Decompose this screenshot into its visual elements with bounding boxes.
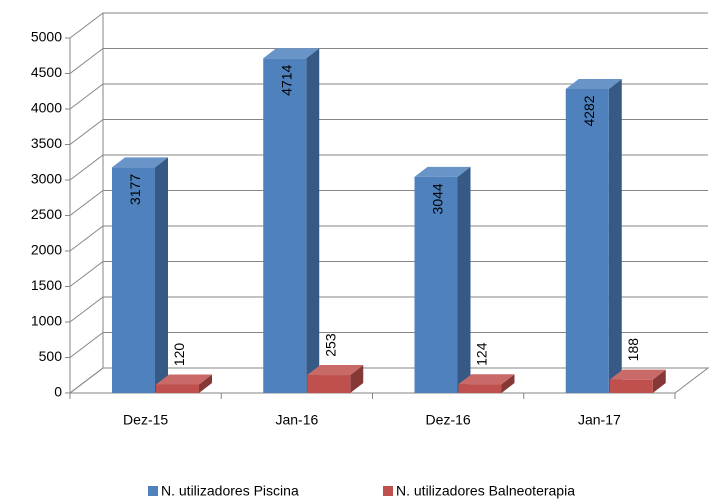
legend-label: N. utilizadores Piscina: [161, 483, 299, 499]
y-tick-label: 5000: [31, 29, 62, 45]
bar-top: [263, 48, 320, 59]
grid-line: [69, 190, 708, 216]
legend-swatch: [148, 486, 158, 496]
bar-front: [112, 167, 155, 393]
bar-side: [652, 369, 666, 393]
bar-top: [307, 365, 364, 376]
bar: [307, 365, 364, 393]
bar-top: [112, 157, 168, 168]
grid-line: [69, 261, 708, 287]
bar-side: [457, 166, 471, 393]
grid-line: [69, 296, 708, 323]
data-label: 253: [322, 333, 338, 357]
y-tick-label: 2500: [31, 206, 62, 222]
data-label: 4282: [581, 95, 597, 126]
bar: [609, 369, 666, 393]
x-tick-label: Dez-15: [123, 412, 168, 428]
bar-front: [263, 58, 307, 393]
bar: [263, 48, 320, 393]
bar-side: [199, 374, 212, 393]
y-tick-label: 500: [39, 348, 63, 364]
y-tick-label: 4000: [31, 100, 62, 116]
x-tick-label: Jan-16: [275, 412, 318, 428]
y-tick-label: 3000: [31, 171, 62, 187]
y-tick-label: 1000: [31, 313, 62, 329]
bar-front: [565, 88, 609, 393]
grid-line: [69, 154, 708, 181]
grid-line: [69, 225, 708, 252]
grid-line: [69, 332, 708, 358]
grid-line: [69, 83, 708, 110]
bar-front: [307, 375, 351, 393]
grid-line: [69, 48, 708, 74]
legend-label: N. utilizadores Balneoterapia: [396, 483, 575, 499]
bar-side: [155, 157, 168, 393]
x-tick-label: Jan-17: [578, 412, 621, 428]
bar-side: [608, 78, 622, 393]
grid-line: [69, 367, 708, 394]
bar-front: [458, 384, 502, 393]
bar: [156, 374, 212, 393]
y-tick-label: 4500: [31, 64, 62, 80]
bar-front: [609, 379, 653, 393]
grid-line: [69, 12, 708, 39]
y-tick-label: 2000: [31, 242, 62, 258]
bar-top: [565, 78, 622, 89]
legend-swatch: [383, 486, 393, 496]
bar-side: [501, 374, 515, 393]
bar-side: [350, 365, 364, 393]
data-label: 3044: [430, 183, 446, 214]
bar: [414, 166, 471, 393]
data-label: 124: [474, 342, 490, 366]
bar-top: [156, 374, 212, 385]
data-label: 120: [171, 343, 187, 367]
data-label: 188: [625, 338, 641, 362]
y-tick-label: 3500: [31, 135, 62, 151]
data-label: 3177: [127, 174, 143, 205]
bar-front: [156, 384, 199, 393]
bar: [112, 157, 168, 393]
bar-front: [414, 176, 458, 393]
bar-top: [458, 374, 515, 385]
bar: [565, 78, 622, 393]
y-tick-label: 0: [54, 384, 62, 400]
bar-top: [609, 369, 666, 380]
x-tick-label: Dez-16: [426, 412, 471, 428]
bar: [458, 374, 515, 393]
bar-top: [414, 166, 471, 177]
y-tick-label: 1500: [31, 277, 62, 293]
grid-line: [69, 119, 708, 145]
bar-side: [306, 48, 320, 393]
data-label: 4714: [278, 65, 294, 96]
